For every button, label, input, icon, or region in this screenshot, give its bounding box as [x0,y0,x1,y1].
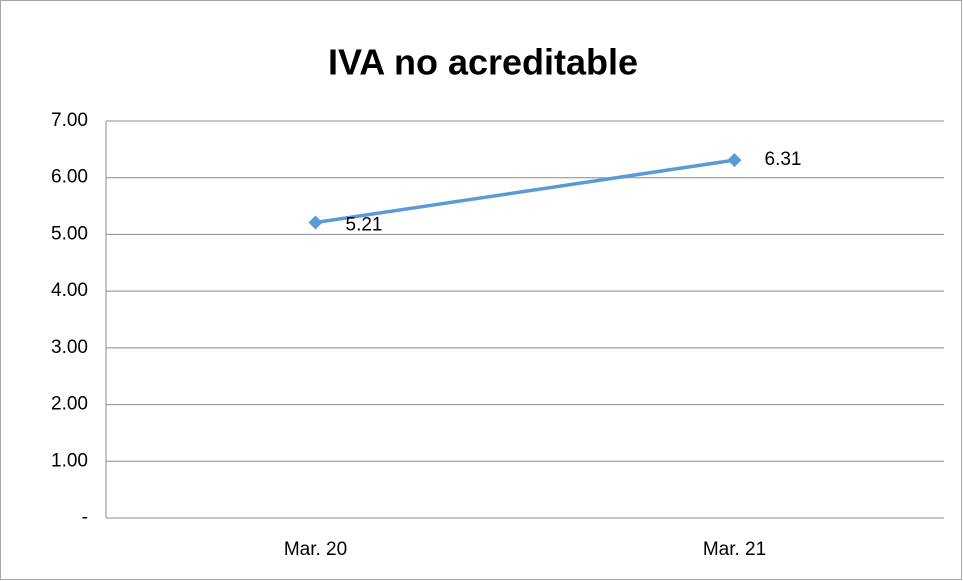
y-tick-label: 4.00 [51,280,88,301]
x-tick-label: Mar. 20 [284,539,347,560]
data-marker [308,215,323,230]
y-tick-label: 7.00 [51,110,88,131]
data-label: 5.21 [346,215,383,236]
y-tick-label: - [82,507,88,528]
data-marker [727,153,742,168]
x-tick-label: Mar. 21 [703,539,766,560]
chart-title: IVA no acreditable [328,42,638,83]
y-tick-label: 2.00 [51,394,88,415]
y-tick-label: 5.00 [51,223,88,244]
y-tick-label: 3.00 [51,337,88,358]
y-tick-label: 6.00 [51,167,88,188]
data-line [315,158,735,225]
y-tick-label: 1.00 [51,450,88,471]
data-label: 6.31 [765,149,802,170]
